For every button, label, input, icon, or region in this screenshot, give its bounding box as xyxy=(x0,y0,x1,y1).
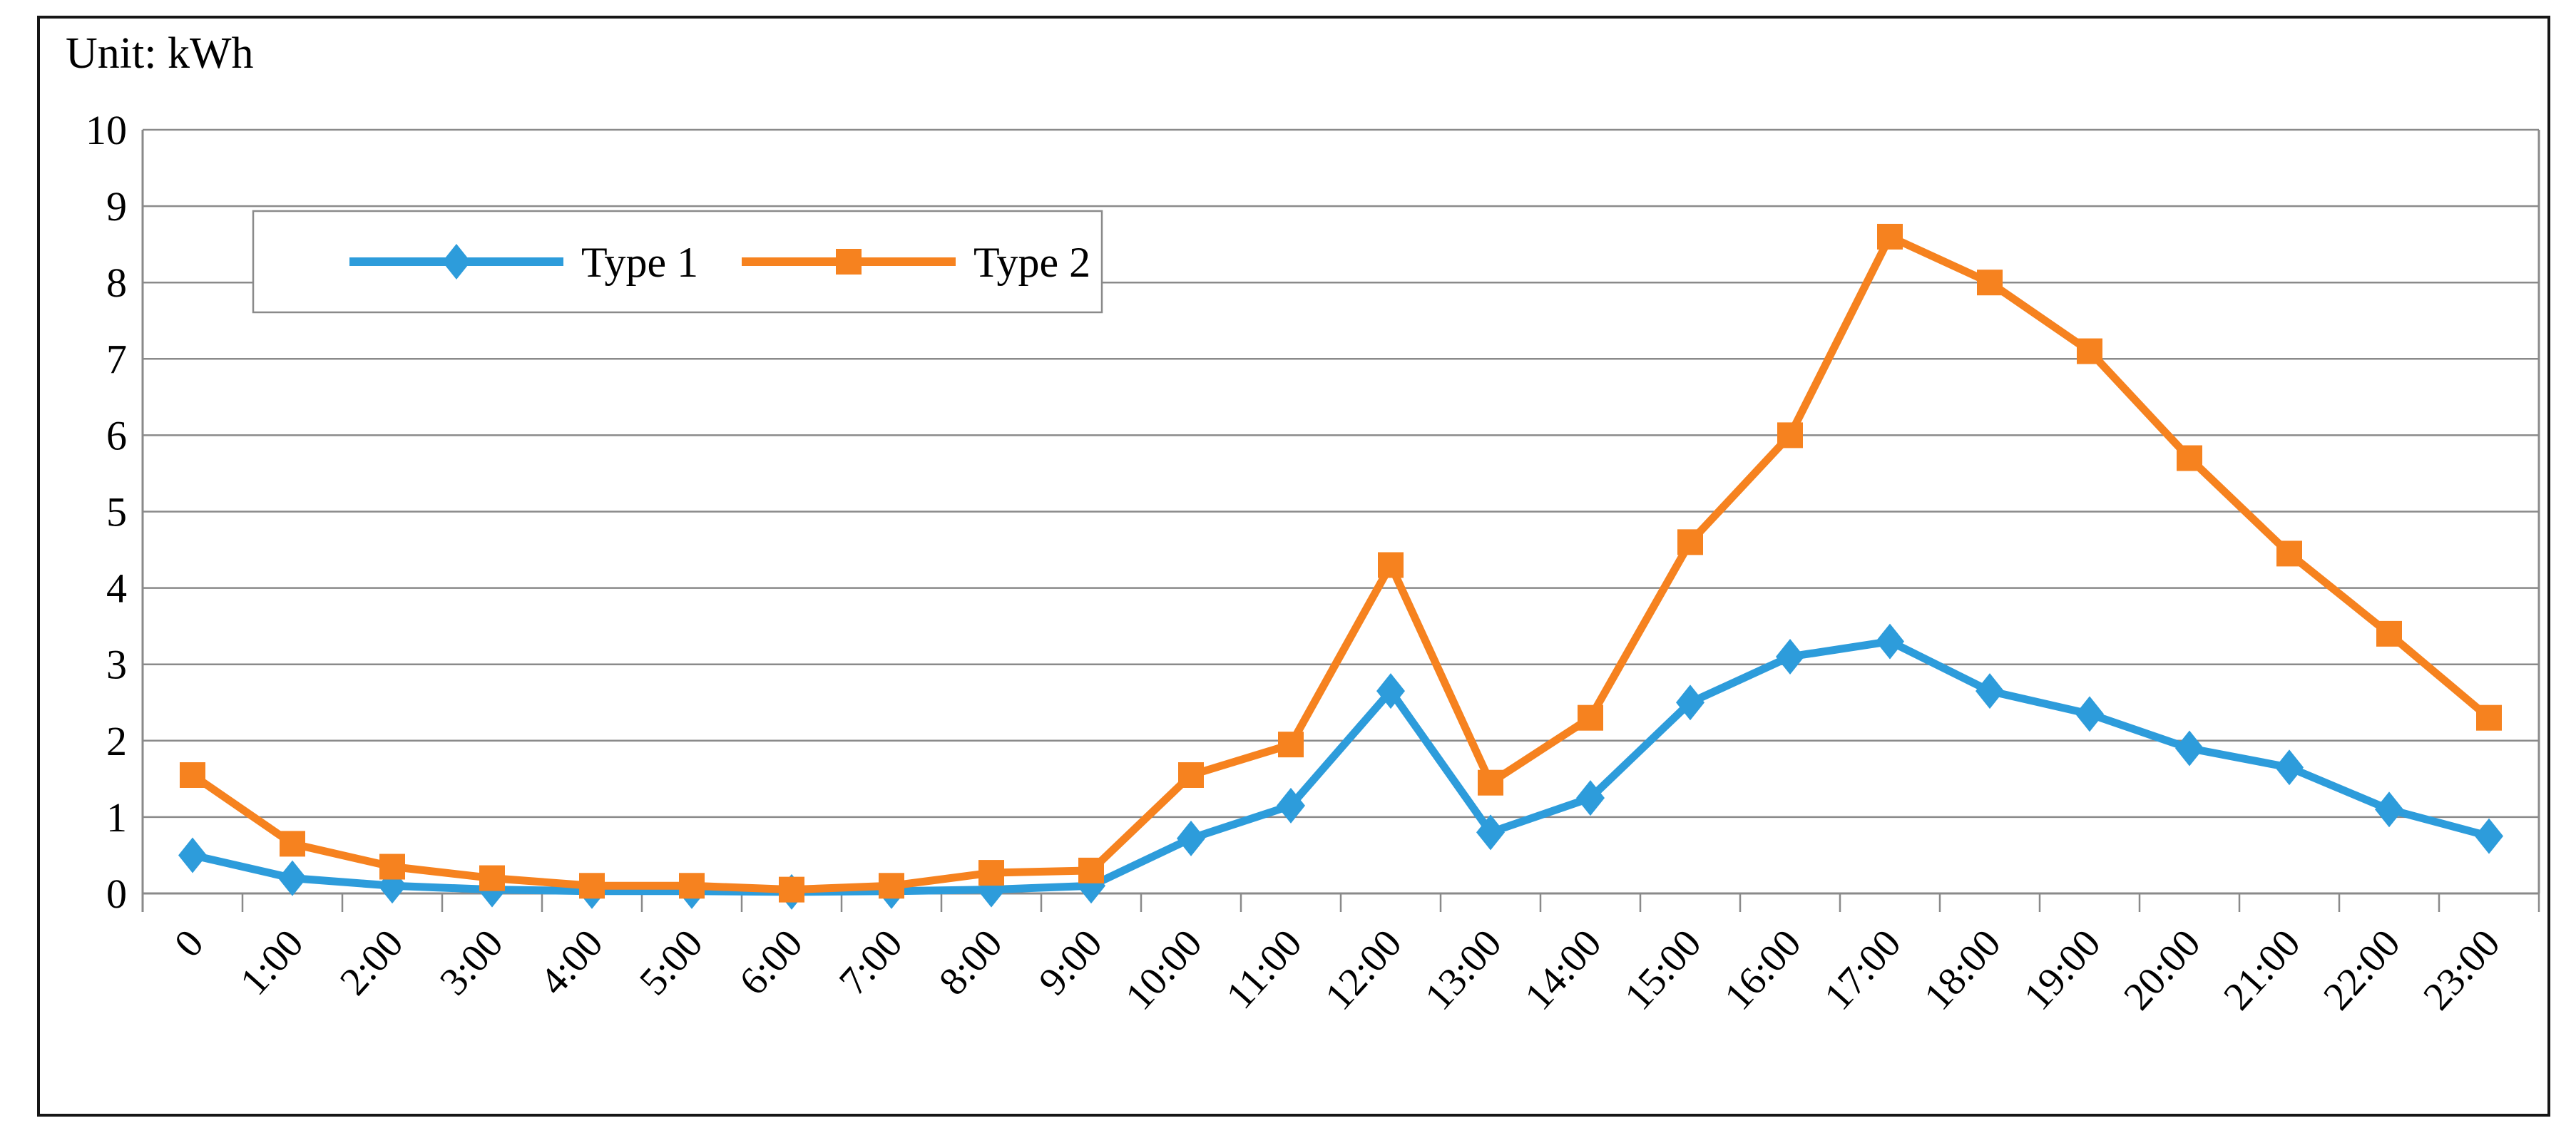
data-point-type-1-10:00 xyxy=(1177,820,1205,856)
data-point-type-1-21:00 xyxy=(2275,749,2304,786)
data-point-type-2-1:00 xyxy=(280,831,305,857)
x-axis-label-11:00: 11:00 xyxy=(1218,921,1311,1017)
data-point-type-2-21:00 xyxy=(2276,540,2302,567)
x-axis-label-9:00: 9:00 xyxy=(1031,921,1111,1003)
data-point-type-1-16:00 xyxy=(1776,638,1804,675)
data-point-type-2-5:00 xyxy=(679,873,705,899)
data-point-type-2-7:00 xyxy=(879,873,904,899)
data-point-type-2-11:00 xyxy=(1278,732,1304,758)
series-group xyxy=(178,223,2503,910)
x-axis-label-4:00: 4:00 xyxy=(531,921,612,1003)
data-point-type-2-4:00 xyxy=(579,873,605,899)
x-axis-label-12:00: 12:00 xyxy=(1317,921,1410,1018)
x-axis-label-17:00: 17:00 xyxy=(1816,921,1909,1018)
data-point-type-2-3:00 xyxy=(479,865,505,891)
x-axis-label-19:00: 19:00 xyxy=(2015,921,2109,1018)
x-axis-label-13:00: 13:00 xyxy=(1416,921,1510,1018)
legend-item-type-1: Type 1 xyxy=(349,239,698,286)
data-point-type-2-12:00 xyxy=(1378,552,1404,578)
series-line-1 xyxy=(188,637,2493,896)
legend-diamond-marker-icon xyxy=(442,244,471,280)
y-axis-label-1: 1 xyxy=(106,794,127,841)
x-axis-label-21:00: 21:00 xyxy=(2215,921,2309,1018)
y-axis-label-9: 9 xyxy=(106,183,127,230)
x-axis-label-1:00: 1:00 xyxy=(232,921,312,1003)
data-point-type-2-0 xyxy=(180,762,205,788)
data-point-type-2-19:00 xyxy=(2077,338,2102,364)
data-point-type-2-8:00 xyxy=(978,860,1004,886)
series-type-2 xyxy=(180,223,2502,903)
data-point-type-2-9:00 xyxy=(1078,857,1104,883)
data-point-type-2-17:00 xyxy=(1877,223,1903,250)
data-point-type-1-13:00 xyxy=(1476,814,1505,851)
x-axis-label-0: 0 xyxy=(166,921,213,965)
data-point-type-2-18:00 xyxy=(1977,270,2003,296)
y-axis-label-3: 3 xyxy=(106,642,127,688)
series-line-2 xyxy=(188,232,2493,894)
data-point-type-2-15:00 xyxy=(1677,529,1703,555)
x-axis-label-18:00: 18:00 xyxy=(1916,921,2009,1018)
data-point-type-1-18:00 xyxy=(1976,673,2004,709)
data-point-type-1-15:00 xyxy=(1676,685,1704,721)
data-point-type-1-14:00 xyxy=(1576,780,1605,816)
data-point-type-2-10:00 xyxy=(1178,762,1204,788)
data-point-type-2-20:00 xyxy=(2177,445,2202,471)
x-axis-label-20:00: 20:00 xyxy=(2115,921,2209,1018)
data-point-type-2-14:00 xyxy=(1578,704,1603,731)
data-point-type-1-23:00 xyxy=(2475,818,2503,854)
x-axis-label-3:00: 3:00 xyxy=(431,921,512,1003)
legend-item-type-2: Type 2 xyxy=(742,239,1090,286)
data-point-type-1-20:00 xyxy=(2175,730,2204,767)
chart-outer-frame xyxy=(37,16,2550,1117)
data-point-type-1-12:00 xyxy=(1376,673,1405,709)
data-point-type-2-22:00 xyxy=(2376,620,2402,647)
x-axis-label-14:00: 14:00 xyxy=(1516,921,1610,1018)
x-axis-label-2:00: 2:00 xyxy=(332,921,412,1003)
x-axis-label-5:00: 5:00 xyxy=(631,921,712,1003)
y-axis-label-6: 6 xyxy=(106,412,127,458)
data-point-type-2-16:00 xyxy=(1777,422,1803,448)
y-axis-label-7: 7 xyxy=(106,336,127,382)
y-axis-label-8: 8 xyxy=(106,260,127,306)
x-axis-label-8:00: 8:00 xyxy=(931,921,1011,1003)
x-axis-labels-group: 0 1:00 2:00 3:00 4:00 5:00 6:00 7:00 8:00 9:00 10:… xyxy=(166,921,2509,1018)
y-axis-label-4: 4 xyxy=(106,565,127,612)
gridlines-group xyxy=(143,128,2539,895)
data-point-type-1-1:00 xyxy=(278,860,307,896)
data-point-type-1-22:00 xyxy=(2375,791,2403,828)
x-axis-label-22:00: 22:00 xyxy=(2315,921,2408,1018)
x-axis-label-23:00: 23:00 xyxy=(2415,921,2508,1018)
data-point-type-2-23:00 xyxy=(2476,704,2502,731)
data-point-type-1-17:00 xyxy=(1876,623,1904,660)
data-point-type-2-13:00 xyxy=(1478,769,1503,796)
data-point-type-1-0 xyxy=(178,837,207,873)
y-axis-label-10: 10 xyxy=(86,107,127,153)
legend-label-2: Type 2 xyxy=(973,239,1090,286)
data-point-type-2-2:00 xyxy=(379,854,405,880)
x-axis-label-15:00: 15:00 xyxy=(1616,921,1709,1018)
x-axis-label-7:00: 7:00 xyxy=(831,921,911,1003)
y-axis-label-5: 5 xyxy=(106,489,127,535)
x-axis-label-16:00: 16:00 xyxy=(1716,921,1809,1018)
data-point-type-1-11:00 xyxy=(1277,787,1305,824)
y-axis-label-2: 2 xyxy=(106,718,127,764)
legend-square-marker-icon xyxy=(836,249,862,275)
y-axis-label-0: 0 xyxy=(106,871,127,917)
legend-label-1: Type 1 xyxy=(581,239,698,286)
x-axis-label-6:00: 6:00 xyxy=(731,921,812,1003)
legend-group: Type 1 Type 2 xyxy=(252,210,1103,314)
unit-annotation: Unit: kWh xyxy=(66,29,254,78)
data-point-type-2-6:00 xyxy=(779,876,804,903)
series-type-1 xyxy=(178,623,2503,910)
data-point-type-1-19:00 xyxy=(2075,696,2104,732)
x-axis-label-10:00: 10:00 xyxy=(1117,921,1210,1018)
